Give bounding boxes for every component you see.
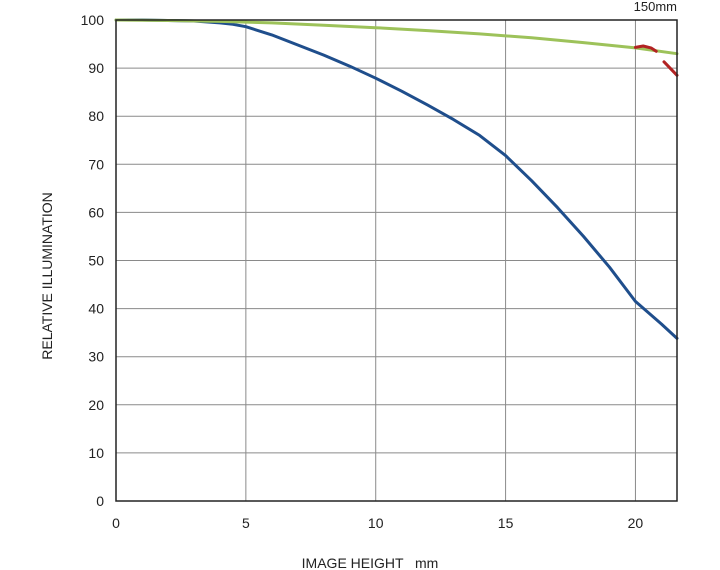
focal-length-annotation: 150mm — [634, 0, 677, 14]
series-line-3-segment — [662, 60, 679, 77]
y-axis-label: RELATIVE ILLUMINATION — [39, 192, 55, 360]
series-line-2 — [114, 18, 679, 56]
y-tick-label: 40 — [88, 301, 104, 317]
y-tick-label: 0 — [96, 493, 104, 509]
series-lines — [114, 18, 679, 340]
x-tick-labels: 0 5 10 15 20 — [112, 515, 643, 531]
y-tick-label: 10 — [88, 445, 104, 461]
y-tick-label: 60 — [88, 204, 104, 220]
x-tick-label: 5 — [242, 515, 250, 531]
plot-frame — [115, 19, 678, 502]
y-tick-label: 30 — [88, 349, 104, 365]
x-tick-label: 20 — [628, 515, 644, 531]
series-line-3-segment — [633, 44, 658, 53]
y-tick-label: 90 — [88, 60, 104, 76]
x-tick-label: 15 — [498, 515, 514, 531]
y-tick-label: 80 — [88, 108, 104, 124]
x-tick-label: 10 — [368, 515, 384, 531]
y-tick-label: 70 — [88, 156, 104, 172]
y-tick-labels: 0 10 20 30 40 50 60 70 80 90 100 — [81, 12, 105, 509]
y-tick-label: 100 — [81, 12, 105, 28]
y-tick-label: 20 — [88, 397, 104, 413]
x-tick-label: 0 — [112, 515, 120, 531]
grid-lines — [115, 19, 677, 502]
y-tick-label: 50 — [88, 253, 104, 269]
x-axis-label: IMAGE HEIGHT mm — [302, 555, 439, 570]
